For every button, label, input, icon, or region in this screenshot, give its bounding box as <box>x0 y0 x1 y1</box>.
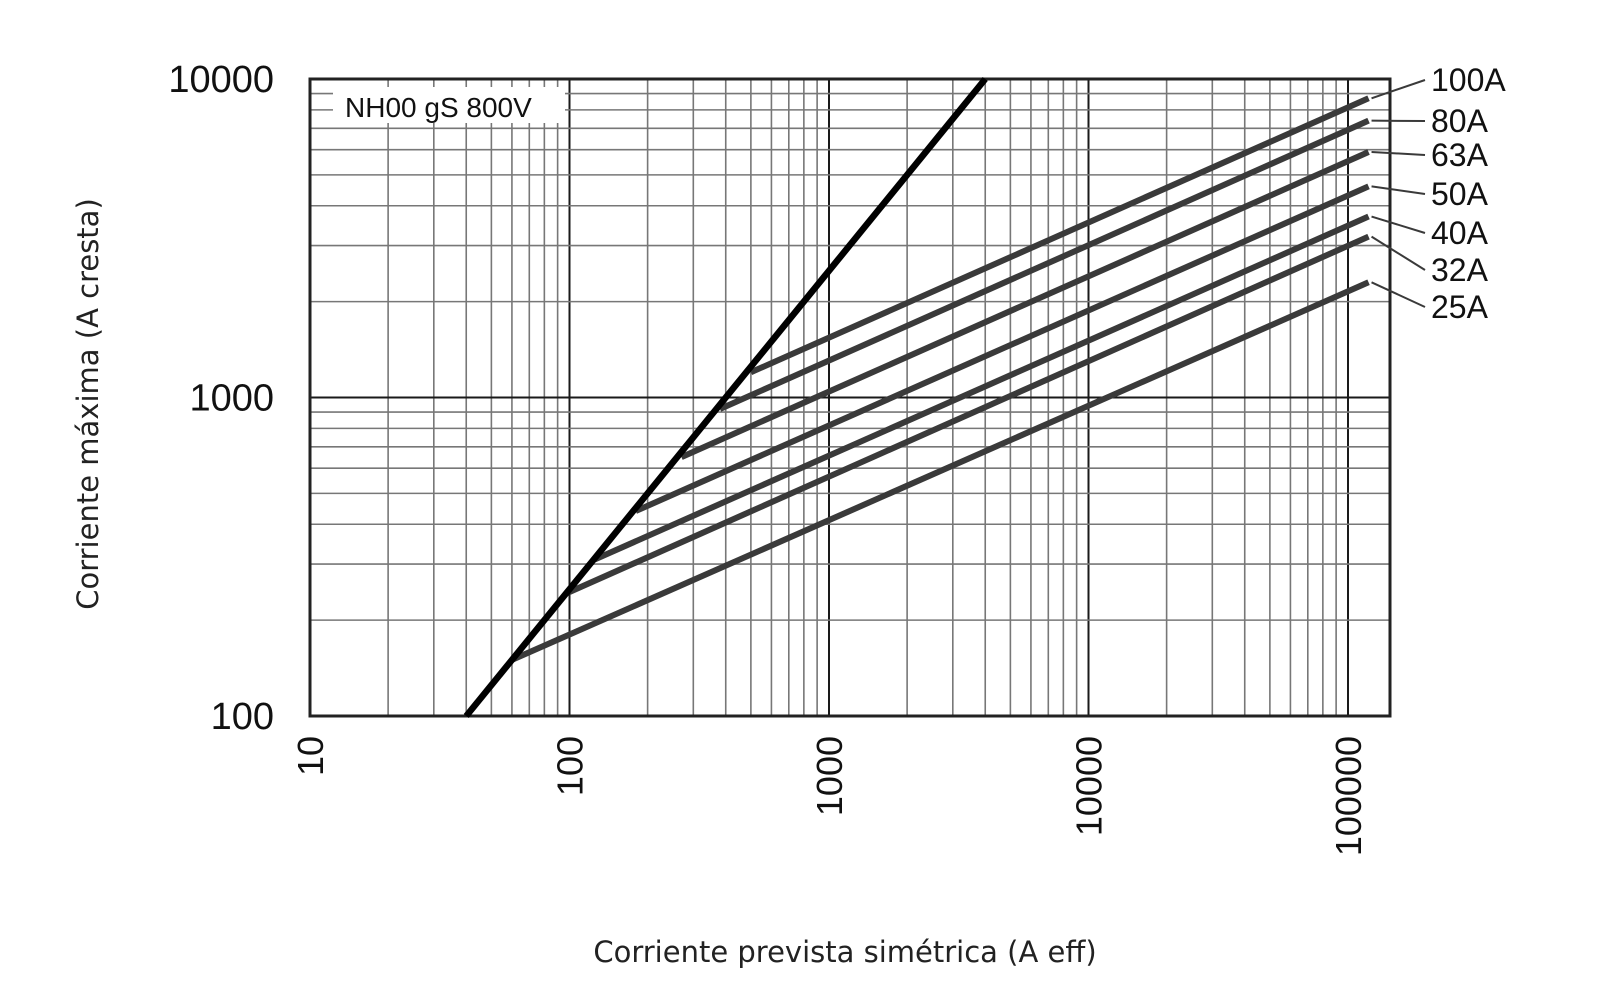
y-tick-label: 10000 <box>168 59 274 101</box>
series-label-32A: 32A <box>1431 252 1489 288</box>
grid <box>310 79 1390 716</box>
leader-line-63A <box>1371 150 1426 156</box>
leader-line-100A <box>1371 79 1426 100</box>
series-label-63A: 63A <box>1431 137 1489 173</box>
tick-labels: 100 1000 10000 10 100 1000 10000 100000 <box>168 59 1369 856</box>
leader-line-32A <box>1371 235 1426 271</box>
boundary-line-group <box>463 76 988 719</box>
leader-line-40A <box>1371 215 1426 234</box>
series-label-50A: 50A <box>1431 176 1489 212</box>
series-line-100A <box>749 95 1370 376</box>
boundary-line <box>463 76 988 719</box>
series-label-80A: 80A <box>1431 103 1489 139</box>
x-axis-title: Corriente prevista simétrica (A eff) <box>593 935 1096 969</box>
series-line-32A <box>568 233 1370 595</box>
annotation-background <box>333 87 565 123</box>
plot-frame <box>308 77 1392 718</box>
y-tick-label: 1000 <box>189 378 274 420</box>
x-tick-label: 10 <box>290 736 331 776</box>
x-tick-label: 100000 <box>1328 736 1369 856</box>
series-line-80A <box>718 117 1370 412</box>
x-tick-label: 10000 <box>1069 736 1110 836</box>
series-line-63A <box>680 149 1370 460</box>
annotation-label: NH00 gS 800V <box>345 92 532 123</box>
series-line-50A <box>634 183 1370 514</box>
x-tick-label: 1000 <box>809 736 850 816</box>
annotation-box: NH00 gS 800V <box>333 87 565 123</box>
series-label-40A: 40A <box>1431 215 1489 251</box>
series-label-25A: 25A <box>1431 289 1489 325</box>
series-lines <box>510 95 1370 663</box>
leader-line-25A <box>1371 281 1426 308</box>
y-tick-label: 100 <box>211 696 274 738</box>
series-line-40A <box>593 213 1370 563</box>
x-tick-label: 100 <box>550 736 591 796</box>
series-line-25A <box>510 279 1370 663</box>
series-label-100A: 100A <box>1431 62 1506 98</box>
y-axis-title: Corriente máxima (A cresta) <box>71 198 105 610</box>
leader-line-50A <box>1371 185 1426 195</box>
